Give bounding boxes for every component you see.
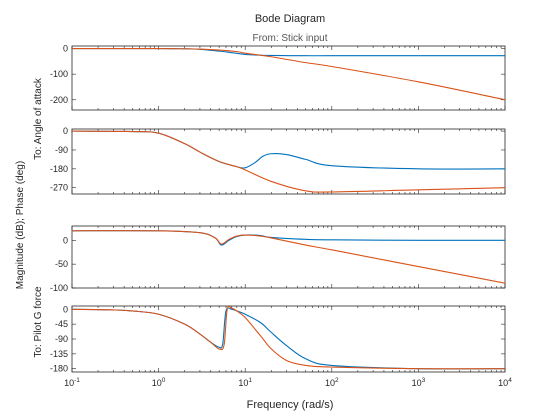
y-axis-label: Magnitude (dB); Phase (deg) <box>15 161 26 289</box>
series-line-orange-alpha-phase <box>72 130 505 193</box>
series-line-orange-g-magnitude <box>72 230 505 284</box>
y-tick-label: -180 <box>50 364 68 374</box>
plot-panels: 0 -100 -200 0 -90 -180 -270 0 -50 -100 0 -45 -90 -135… <box>50 44 512 388</box>
y-tick-label: -270 <box>50 183 68 193</box>
x-tick-label: 103 <box>412 377 426 388</box>
x-tick-label: 10-1 <box>64 377 80 388</box>
y-tick-label: -100 <box>50 69 68 79</box>
axes-box-g-magnitude <box>71 225 506 289</box>
output-label-angle-of-attack: To: Angle of attack <box>33 77 44 160</box>
x-tick-label: 102 <box>325 377 339 388</box>
chart-title: Bode Diagram <box>255 13 325 25</box>
axes-box-alpha-magnitude <box>71 45 506 111</box>
y-tick-label: 0 <box>63 126 68 136</box>
y-tick-label: -100 <box>50 283 68 293</box>
y-tick-label: 0 <box>63 44 68 54</box>
axes-box-alpha-phase <box>71 128 506 195</box>
axes-box-g-phase <box>71 305 506 373</box>
y-tick-label: -200 <box>50 95 68 105</box>
series-line-orange-g-phase <box>72 306 505 370</box>
y-tick-label: -135 <box>50 349 68 359</box>
y-tick-label: -180 <box>50 164 68 174</box>
chart-subtitle: From: Stick input <box>252 33 327 44</box>
series-line-orange-alpha-magnitude <box>72 47 505 101</box>
x-tick-label: 101 <box>238 377 252 388</box>
x-tick-label: 100 <box>152 377 166 388</box>
y-tick-label: -90 <box>55 334 68 344</box>
output-label-pilot-g-force: To: Pilot G force <box>33 286 44 358</box>
y-tick-label: -45 <box>55 319 68 329</box>
y-tick-label: -90 <box>55 145 68 155</box>
y-tick-label: 0 <box>63 235 68 245</box>
y-tick-label: -50 <box>55 259 68 269</box>
x-tick-label: 104 <box>498 377 512 388</box>
x-axis-label: Frequency (rad/s) <box>247 399 334 411</box>
y-tick-label: 0 <box>63 304 68 314</box>
